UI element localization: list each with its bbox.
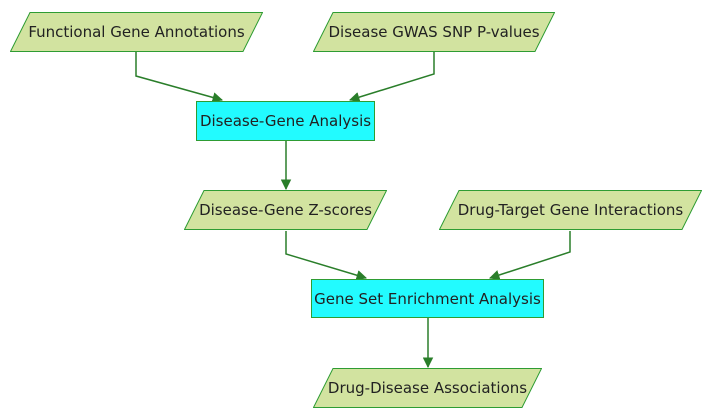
node-disease-gene-zscores: Disease-Gene Z-scores [184, 190, 387, 230]
edge-gwas-to-analysis [348, 52, 435, 103]
node-label: Drug-Target Gene Interactions [457, 201, 684, 219]
node-label: Gene Set Enrichment Analysis [314, 289, 541, 308]
parallelogram-shape [313, 368, 542, 408]
node-drug-disease-associations: Drug-Disease Associations [313, 368, 542, 408]
parallelogram-shape [184, 190, 387, 230]
parallelogram-shape [313, 12, 555, 52]
parallelogram-shape [439, 190, 702, 230]
node-disease-gwas-snp-pvalues: Disease GWAS SNP P-values [313, 12, 555, 52]
edge-annotations-to-analysis [135, 52, 224, 103]
node-disease-gene-analysis: Disease-Gene Analysis [196, 101, 375, 141]
node-label: Drug-Disease Associations [327, 379, 528, 397]
node-label: Disease-Gene Z-scores [199, 201, 372, 219]
node-label: Disease-Gene Analysis [199, 112, 372, 130]
node-label: Functional Gene Annotations [28, 23, 245, 41]
edge-zscores-to-enrichment [285, 231, 368, 281]
node-gene-set-enrichment-analysis: Gene Set Enrichment Analysis [311, 279, 544, 318]
parallelogram-shape [10, 12, 263, 52]
node-functional-gene-annotations: Functional Gene Annotations [10, 12, 263, 52]
node-drug-target-gene-interactions: Drug-Target Gene Interactions [439, 190, 702, 230]
edge-drugtarget-to-enrichment [489, 231, 571, 281]
node-label: Disease GWAS SNP P-values [328, 23, 540, 41]
